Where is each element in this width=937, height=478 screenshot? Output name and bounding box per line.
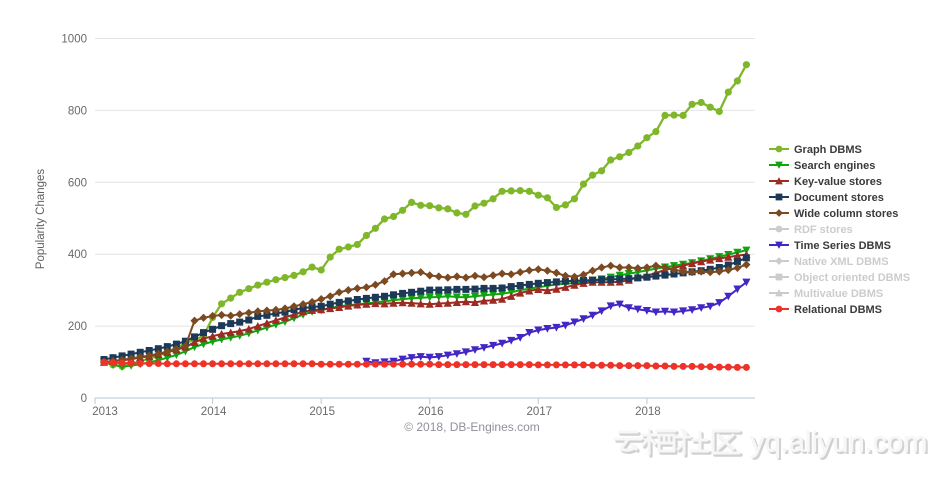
svg-text:200: 200 [68, 321, 87, 333]
svg-text:2013: 2013 [92, 406, 118, 418]
svg-text:yq.aliyun.com: yq.aliyun.com [750, 427, 927, 459]
svg-text:Key-value stores: Key-value stores [794, 176, 882, 188]
svg-text:2015: 2015 [309, 406, 335, 418]
svg-text:Object oriented DBMS: Object oriented DBMS [794, 272, 910, 284]
svg-text:yq.aliyun.com: yq.aliyun.com [752, 429, 929, 461]
svg-text:Search engines: Search engines [794, 160, 875, 172]
svg-text:2014: 2014 [201, 406, 227, 418]
svg-text:Relational DBMS: Relational DBMS [794, 304, 882, 316]
svg-text:Native XML DBMS: Native XML DBMS [794, 256, 889, 268]
svg-text:400: 400 [68, 249, 87, 261]
svg-text:600: 600 [68, 177, 87, 189]
svg-text:0: 0 [81, 393, 87, 405]
svg-text:RDF stores: RDF stores [794, 224, 853, 236]
svg-text:1000: 1000 [61, 34, 87, 46]
svg-text:800: 800 [68, 105, 87, 117]
svg-text:2016: 2016 [418, 406, 444, 418]
svg-text:© 2018, DB-Engines.com: © 2018, DB-Engines.com [404, 420, 540, 434]
svg-text:Time Series DBMS: Time Series DBMS [794, 240, 891, 252]
svg-text:Popularity Changes: Popularity Changes [35, 169, 47, 270]
svg-text:Wide column stores: Wide column stores [794, 208, 898, 220]
svg-text:2017: 2017 [527, 406, 553, 418]
svg-text:Graph DBMS: Graph DBMS [794, 144, 862, 156]
svg-text:2018: 2018 [635, 406, 661, 418]
svg-text:Multivalue DBMS: Multivalue DBMS [794, 288, 883, 300]
svg-text:Document stores: Document stores [794, 192, 884, 204]
